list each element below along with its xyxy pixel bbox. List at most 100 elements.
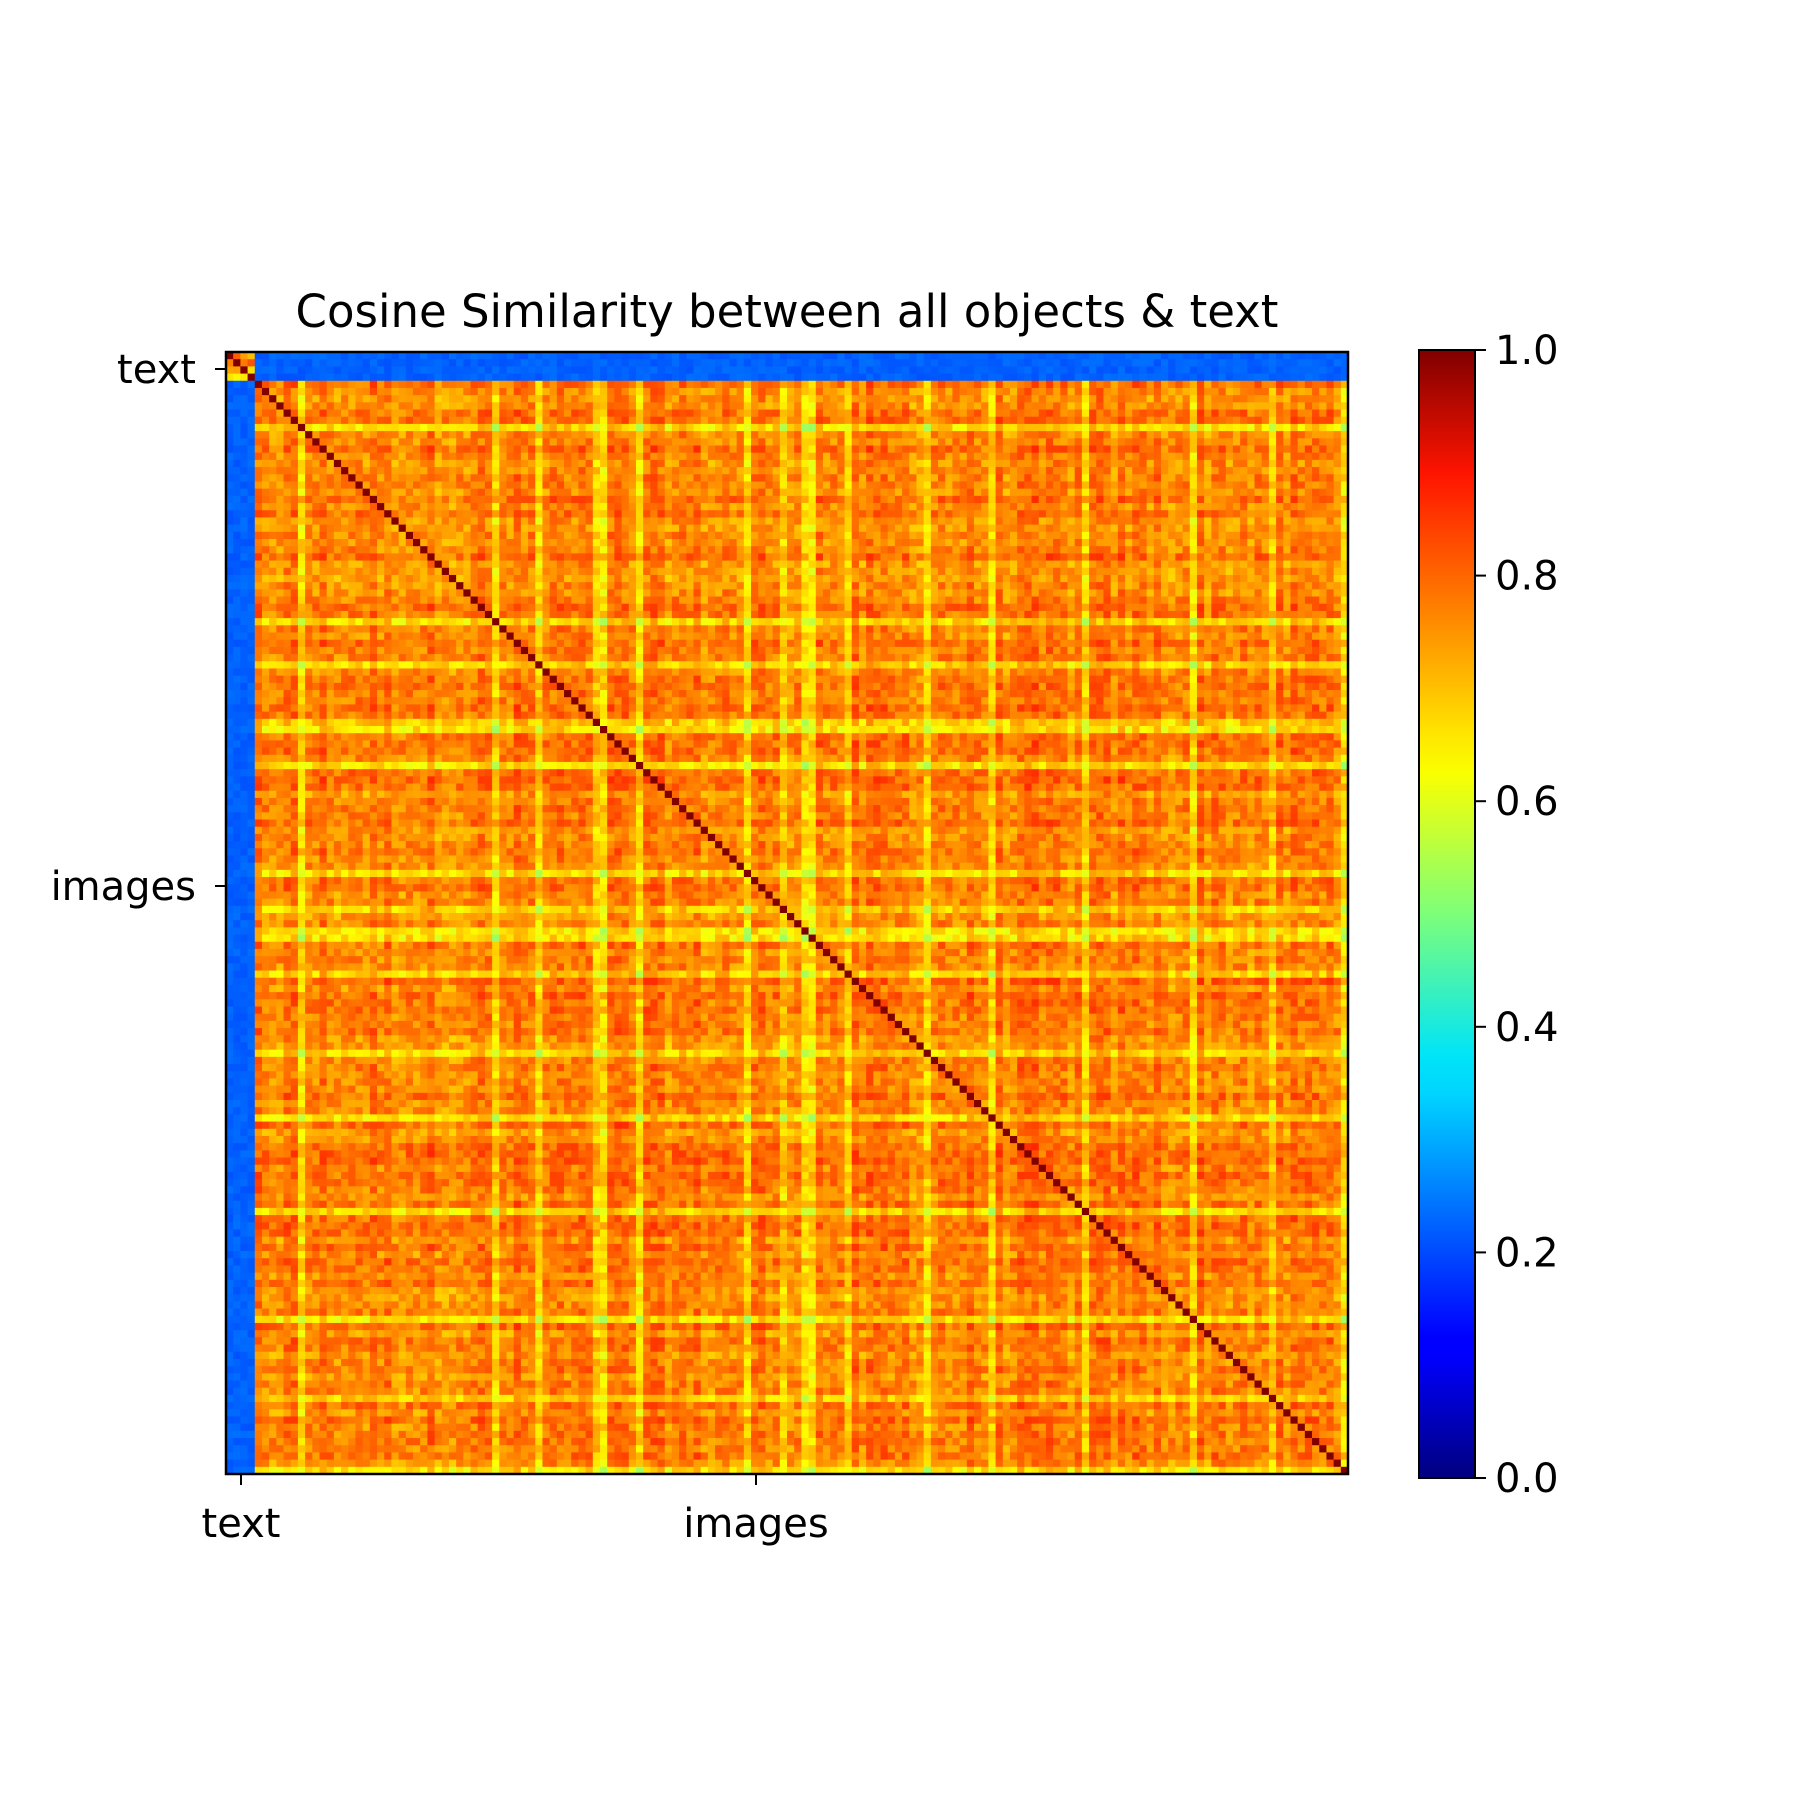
- heatmap-cell: [837, 532, 845, 540]
- heatmap-cell: [787, 446, 795, 454]
- heatmap-cell: [471, 517, 479, 525]
- heatmap-cell: [1305, 525, 1313, 533]
- heatmap-cell: [334, 575, 342, 583]
- heatmap-cell: [427, 410, 435, 418]
- heatmap-cell: [708, 532, 716, 540]
- heatmap-cell: [528, 474, 536, 482]
- heatmap-cell: [845, 395, 853, 403]
- heatmap-cell: [463, 424, 471, 432]
- heatmap-cell: [1226, 474, 1234, 482]
- heatmap-cell: [406, 467, 414, 475]
- heatmap-cell: [1161, 366, 1169, 374]
- heatmap-cell: [679, 417, 687, 425]
- heatmap-cell: [614, 395, 622, 403]
- heatmap-cell: [1190, 525, 1198, 533]
- heatmap-cell: [1132, 474, 1140, 482]
- heatmap-cell: [291, 503, 299, 511]
- heatmap-cell: [269, 539, 277, 547]
- heatmap-cell: [780, 481, 788, 489]
- heatmap-cell: [406, 424, 414, 432]
- heatmap-cell: [341, 546, 349, 554]
- heatmap-cell: [629, 539, 637, 547]
- heatmap-cell: [276, 467, 284, 475]
- heatmap-cell: [1204, 532, 1212, 540]
- heatmap-cell: [1283, 417, 1291, 425]
- heatmap-cell: [967, 395, 975, 403]
- heatmap-cell: [708, 395, 716, 403]
- heatmap-cell: [881, 474, 889, 482]
- heatmap-cell: [240, 388, 248, 396]
- heatmap-cell: [1240, 568, 1248, 576]
- heatmap-cell: [363, 424, 371, 432]
- heatmap-cell: [233, 388, 241, 396]
- heatmap-cell: [1017, 553, 1025, 561]
- heatmap-cell: [320, 510, 328, 518]
- heatmap-cell: [1132, 446, 1140, 454]
- heatmap-cell: [327, 424, 335, 432]
- heatmap-cell: [1161, 503, 1169, 511]
- heatmap-cell: [1290, 510, 1298, 518]
- heatmap-cell: [377, 417, 385, 425]
- heatmap-cell: [1233, 517, 1241, 525]
- heatmap-cell: [952, 525, 960, 533]
- heatmap-cell: [420, 438, 428, 446]
- heatmap-cell: [636, 453, 644, 461]
- heatmap-cell: [463, 381, 471, 389]
- heatmap-cell: [478, 517, 486, 525]
- heatmap-cell: [679, 467, 687, 475]
- heatmap-cell: [1111, 561, 1119, 569]
- heatmap-cell: [255, 496, 263, 504]
- heatmap-cell: [859, 510, 867, 518]
- heatmap-cell: [974, 561, 982, 569]
- heatmap-cell: [240, 510, 248, 518]
- heatmap-cell: [758, 539, 766, 547]
- heatmap-cell: [1032, 467, 1040, 475]
- heatmap-cell: [1161, 510, 1169, 518]
- heatmap-cell: [902, 446, 910, 454]
- heatmap-cell: [435, 359, 443, 367]
- heatmap-cell: [1269, 503, 1277, 511]
- heatmap-cell: [837, 410, 845, 418]
- heatmap-cell: [852, 503, 860, 511]
- heatmap-cell: [391, 446, 399, 454]
- heatmap-cell: [902, 532, 910, 540]
- heatmap-cell: [1190, 496, 1198, 504]
- heatmap-cell: [370, 366, 378, 374]
- heatmap-cell: [988, 532, 996, 540]
- heatmap-cell: [427, 395, 435, 403]
- heatmap-cell: [881, 424, 889, 432]
- heatmap-cell: [298, 481, 306, 489]
- heatmap-cell: [298, 539, 306, 547]
- heatmap-cell: [816, 510, 824, 518]
- heatmap-cell: [1326, 366, 1334, 374]
- heatmap-cell: [729, 359, 737, 367]
- heatmap-cell: [744, 460, 752, 468]
- heatmap-cell: [463, 553, 471, 561]
- heatmap-cell: [1147, 481, 1155, 489]
- heatmap-cell: [1139, 374, 1147, 382]
- heatmap-cell: [888, 460, 896, 468]
- heatmap-cell: [895, 474, 903, 482]
- heatmap-cell: [924, 489, 932, 497]
- heatmap-cell: [1089, 496, 1097, 504]
- heatmap-cell: [1262, 453, 1270, 461]
- heatmap-cell: [794, 460, 802, 468]
- heatmap-cell: [427, 460, 435, 468]
- heatmap-cell: [1168, 402, 1176, 410]
- heatmap-cell: [1197, 553, 1205, 561]
- heatmap-cell: [1103, 366, 1111, 374]
- heatmap-cell: [363, 467, 371, 475]
- heatmap-cell: [435, 402, 443, 410]
- heatmap-cell: [1283, 474, 1291, 482]
- heatmap-cell: [571, 453, 579, 461]
- heatmap-cell: [399, 575, 407, 583]
- heatmap-cell: [1125, 510, 1133, 518]
- heatmap-cell: [895, 575, 903, 583]
- heatmap-cell: [1103, 417, 1111, 425]
- heatmap-cell: [830, 359, 838, 367]
- heatmap-cell: [665, 438, 673, 446]
- heatmap-cell: [643, 510, 651, 518]
- heatmap-cell: [1039, 539, 1047, 547]
- heatmap-cell: [1305, 532, 1313, 540]
- heatmap-cell: [449, 489, 457, 497]
